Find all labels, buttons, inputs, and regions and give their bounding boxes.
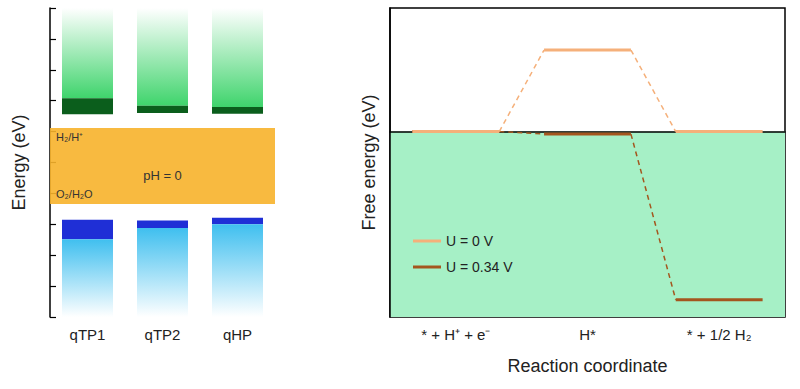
svg-text:H₂/H⁺: H₂/H⁺ [56,131,83,143]
svg-text:Free energy (eV): Free energy (eV) [359,94,379,230]
svg-text:U = 0.34 V: U = 0.34 V [446,259,513,275]
svg-text:H*: H* [579,326,596,343]
svg-text:U = 0 V: U = 0 V [446,233,494,249]
svg-text:qTP2: qTP2 [145,326,181,343]
svg-text:* + H⁺ + e⁻: * + H⁺ + e⁻ [421,326,490,343]
svg-text:qTP1: qTP1 [70,326,106,343]
svg-text:Reaction coordinate: Reaction coordinate [507,356,667,376]
svg-text:pH = 0: pH = 0 [143,168,182,183]
svg-text:* + 1/2 H₂: * + 1/2 H₂ [687,326,752,343]
svg-text:O₂/H₂O: O₂/H₂O [56,188,93,200]
svg-text:qHP: qHP [223,326,252,343]
svg-text:Energy (eV): Energy (eV) [9,114,29,210]
